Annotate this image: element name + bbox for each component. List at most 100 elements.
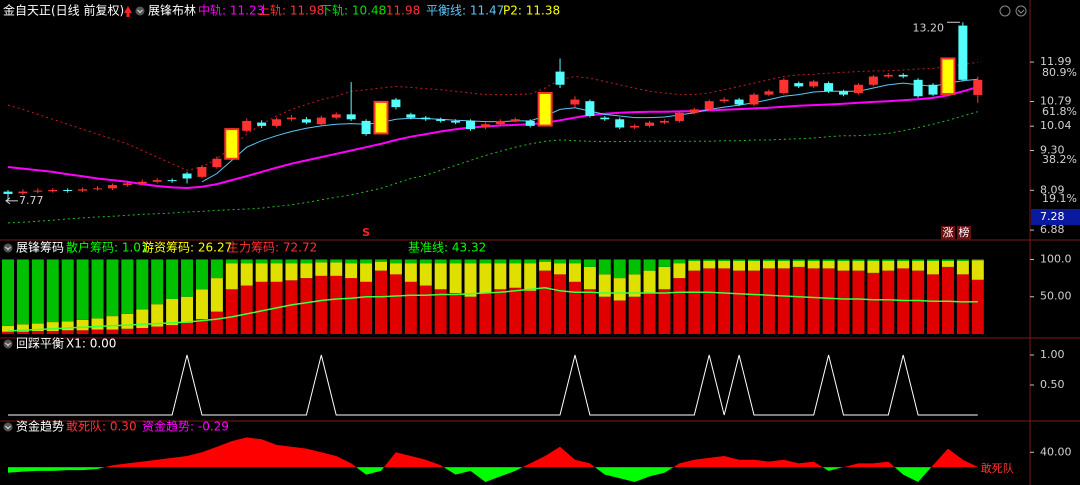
chip-bar-segment [330, 275, 343, 334]
chip-bar-segment [16, 259, 29, 325]
candle-body [794, 83, 804, 87]
chip-bar-segment [419, 259, 432, 264]
candle-body [645, 122, 655, 126]
chip-bar-segment [31, 323, 44, 332]
chip-bar-segment [688, 260, 701, 271]
legend-label: 散户筹码: 1.01 [66, 240, 149, 255]
candle-body [301, 119, 311, 123]
indicator-line [7, 111, 978, 224]
chip-bar-segment [867, 260, 880, 273]
candle-body [600, 117, 610, 120]
chip-bar-segment [181, 322, 194, 334]
chip-bar-segment [255, 259, 268, 264]
chip-bar-segment [494, 289, 507, 334]
chip-bar-segment [509, 287, 522, 334]
panel-title: 回踩平衡 [16, 337, 64, 351]
chip-bar-segment [270, 263, 283, 282]
chip-bar-segment [643, 270, 656, 293]
chip-bar-segment [2, 331, 14, 334]
candle-body [779, 79, 789, 93]
chip-bar-segment [166, 298, 179, 326]
chip-bar-segment [792, 266, 805, 334]
candle-body [764, 91, 774, 95]
chip-bar-segment [882, 270, 895, 334]
chip-bar-segment [419, 263, 432, 286]
chip-bar-segment [345, 278, 358, 334]
chip-bar-segment [404, 263, 417, 282]
candle-body [973, 79, 983, 95]
chip-bar-segment [777, 260, 790, 269]
chip-bar-segment [345, 259, 358, 264]
fib-label: 61.8% [1042, 105, 1077, 118]
chip-bar-segment [449, 259, 462, 264]
y-tick-label: 6.88 [1040, 223, 1065, 236]
chip-bar-segment [897, 260, 910, 269]
legend-label: P2: 11.38 [503, 4, 560, 18]
cursor-price-box [1031, 208, 1080, 225]
y-tick-label: 11.99 [1040, 55, 1072, 68]
candle-body [406, 114, 416, 118]
chip-bar-segment [16, 324, 29, 332]
chip-bar-segment [166, 259, 179, 299]
chip-bar-segment [688, 259, 701, 261]
legend-label: 游资筹码: 26.27 [142, 241, 232, 255]
candle-body [137, 181, 147, 184]
chip-bar-segment [375, 270, 387, 334]
chip-bar-segment [2, 259, 14, 326]
candle-body [585, 101, 595, 116]
chip-bar-segment [613, 259, 626, 279]
chip-bar-segment [300, 263, 313, 279]
chip-bar-segment [658, 289, 671, 334]
legend-label: 主力筹码: 72.72 [227, 241, 317, 255]
panel-icon-arrow [5, 425, 11, 430]
chip-bar-segment [718, 268, 731, 334]
chip-bar-segment [658, 266, 671, 290]
chip-bar-segment [76, 319, 89, 331]
chip-bar-segment [225, 263, 238, 290]
y-tick-label: 9.30 [1040, 144, 1065, 157]
chip-bar-segment [539, 259, 552, 262]
trend-area-positive [104, 437, 978, 468]
chip-bar-segment [166, 325, 179, 334]
chip-bar-segment [598, 274, 611, 297]
chip-bar-segment [434, 289, 447, 334]
chip-bar-segment [777, 268, 790, 334]
chip-bar-segment [285, 280, 298, 334]
chip-bar-segment [912, 259, 925, 261]
fib-label: 80.9% [1042, 66, 1077, 79]
chip-bar-segment [195, 289, 208, 320]
candle-body [510, 119, 520, 121]
chip-bar-segment [464, 259, 477, 264]
chip-bar-segment [837, 270, 850, 334]
chip-bar-segment [867, 272, 880, 334]
chip-bar-segment [628, 274, 641, 297]
chip-bar-segment [598, 259, 611, 275]
candle-body [224, 128, 240, 160]
legend-label: 资金趋势: -0.29 [142, 419, 229, 434]
chip-bar-segment [315, 259, 328, 263]
trend-area-negative [8, 467, 978, 482]
chip-bar-segment [748, 259, 760, 261]
chip-bar-segment [389, 274, 402, 334]
baseline-line [7, 287, 978, 332]
chip-bar-segment [897, 259, 910, 261]
candle-body [152, 180, 162, 182]
candle-body [958, 25, 968, 80]
chip-bar-segment [151, 304, 164, 327]
chip-bar-segment [136, 259, 149, 310]
settings-icon[interactable] [999, 5, 1011, 17]
chip-bar-segment [927, 260, 940, 275]
chip-bar-segment [583, 259, 596, 267]
menu-icon[interactable] [1015, 5, 1027, 17]
max-label: 13.20 [913, 21, 945, 34]
rank-label: 榜 [958, 225, 969, 239]
candle-body [167, 180, 177, 182]
panel-icon [3, 422, 13, 432]
candle-body [659, 120, 669, 123]
chip-bar-segment [673, 259, 686, 264]
chip-bar-segment [852, 270, 865, 334]
chip-bar-segment [554, 259, 567, 264]
candle-body [883, 74, 893, 77]
candle-body [704, 101, 714, 110]
panel-title: 展锋筹码 [16, 241, 64, 255]
